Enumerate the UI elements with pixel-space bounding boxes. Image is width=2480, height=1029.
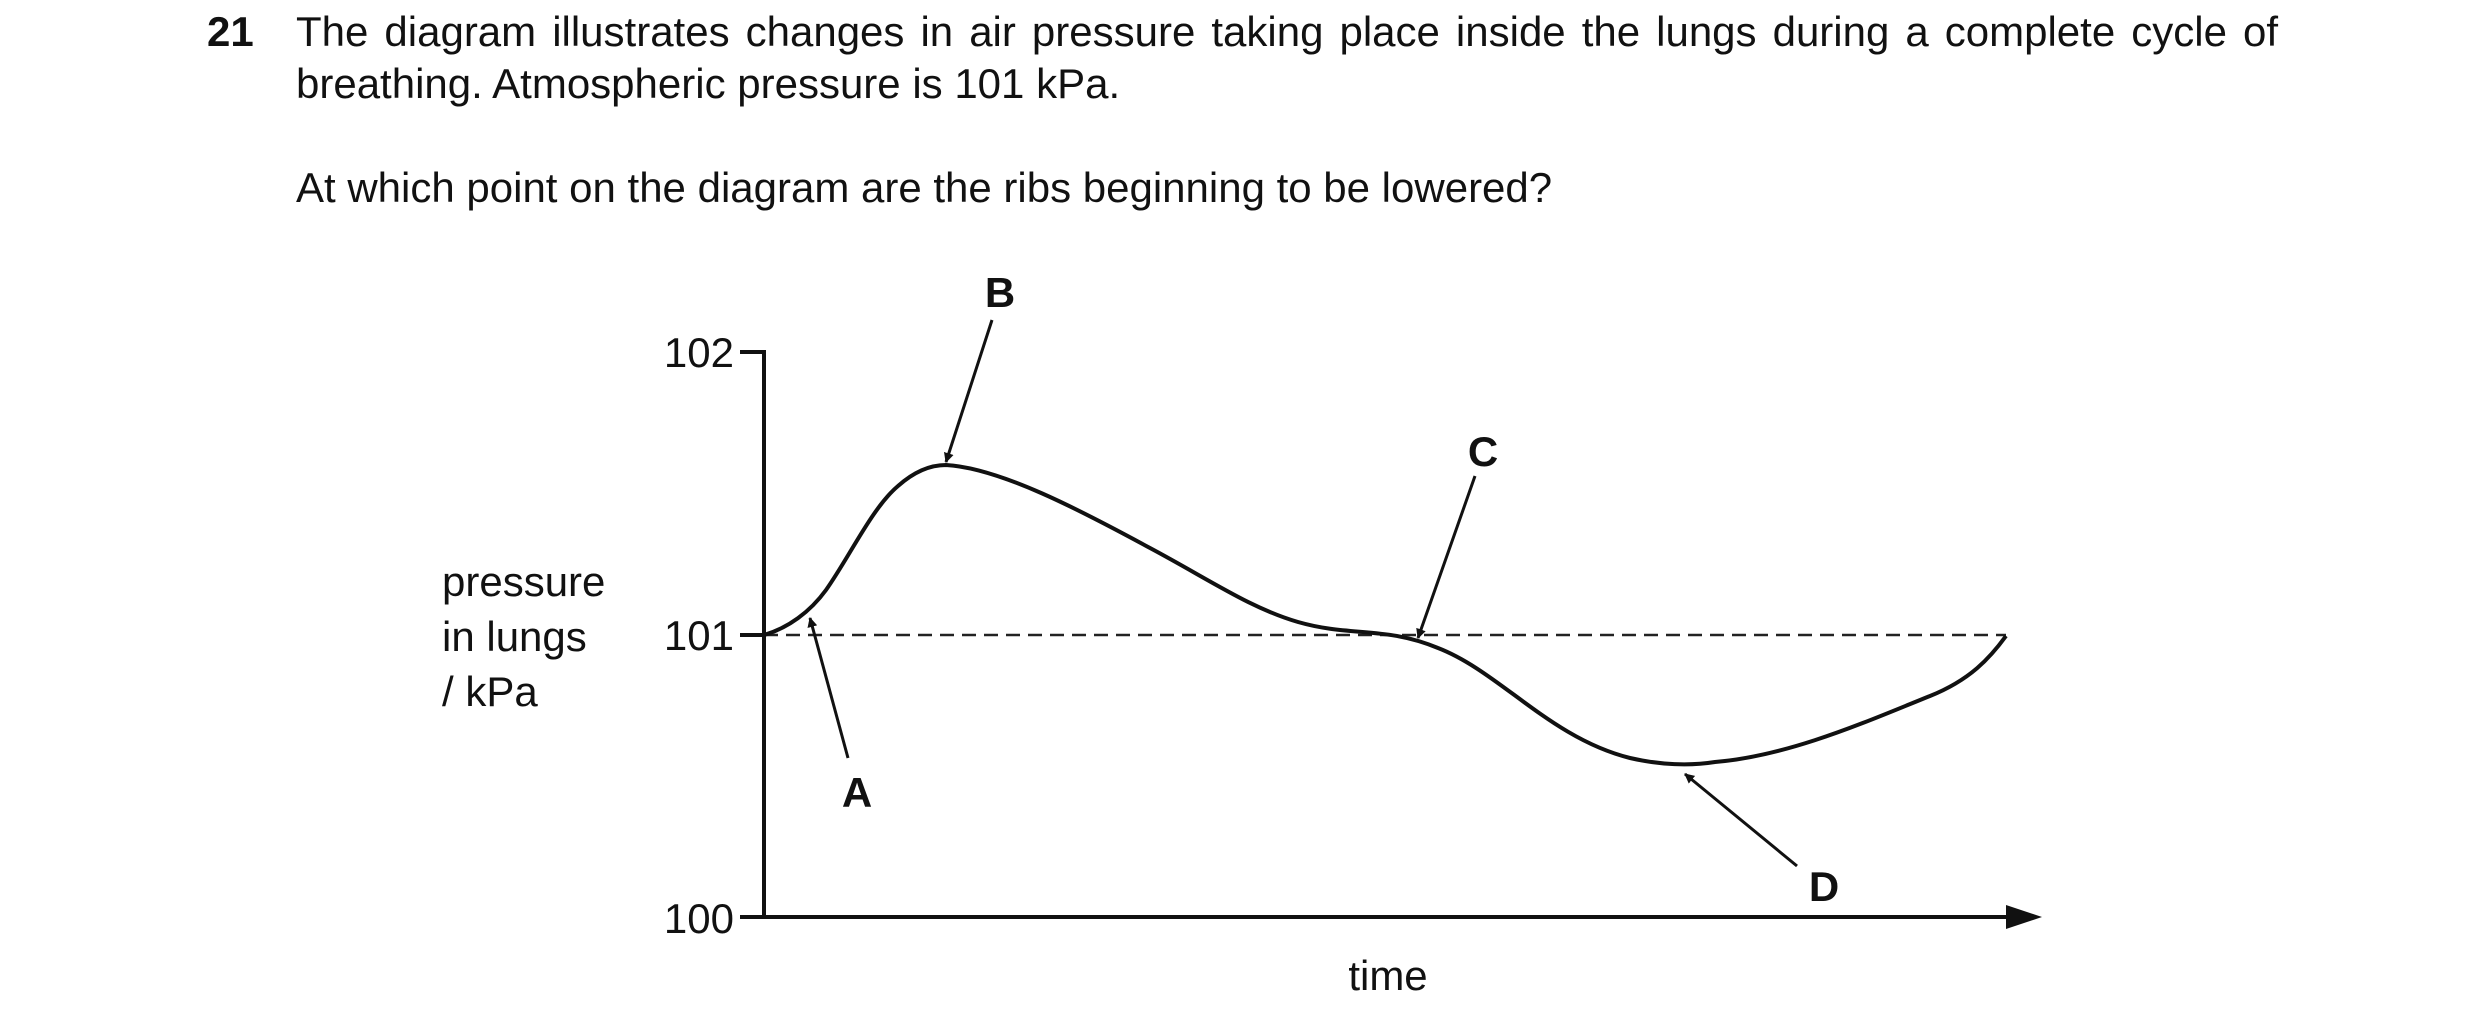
y-tick-label-101: 101 <box>664 612 734 659</box>
y-axis-label-line-1: pressure <box>442 558 605 605</box>
point-label-b: B <box>985 269 1015 316</box>
arrow-c <box>1416 475 1477 639</box>
arrow-d <box>1684 772 1798 868</box>
question-number: 21 <box>207 8 254 55</box>
pressure-curve <box>763 462 2008 767</box>
x-axis-label: time <box>1348 952 1427 999</box>
y-tick-label-100: 100 <box>664 895 734 942</box>
point-label-a: A <box>842 769 872 816</box>
question-prompt: At which point on the diagram are the ri… <box>296 164 1553 211</box>
question-stem: The diagram illustrates changes in air p… <box>296 8 2278 107</box>
y-tick-label-102: 102 <box>664 329 734 376</box>
arrow-a <box>807 617 850 759</box>
x-axis-arrowhead <box>2006 905 2042 929</box>
point-label-d: D <box>1809 863 1839 910</box>
y-axis-label-line-2: in lungs <box>442 613 587 660</box>
y-axis-label-line-3: / kPa <box>442 668 538 715</box>
arrow-b <box>944 319 994 463</box>
point-label-c: C <box>1468 428 1498 475</box>
